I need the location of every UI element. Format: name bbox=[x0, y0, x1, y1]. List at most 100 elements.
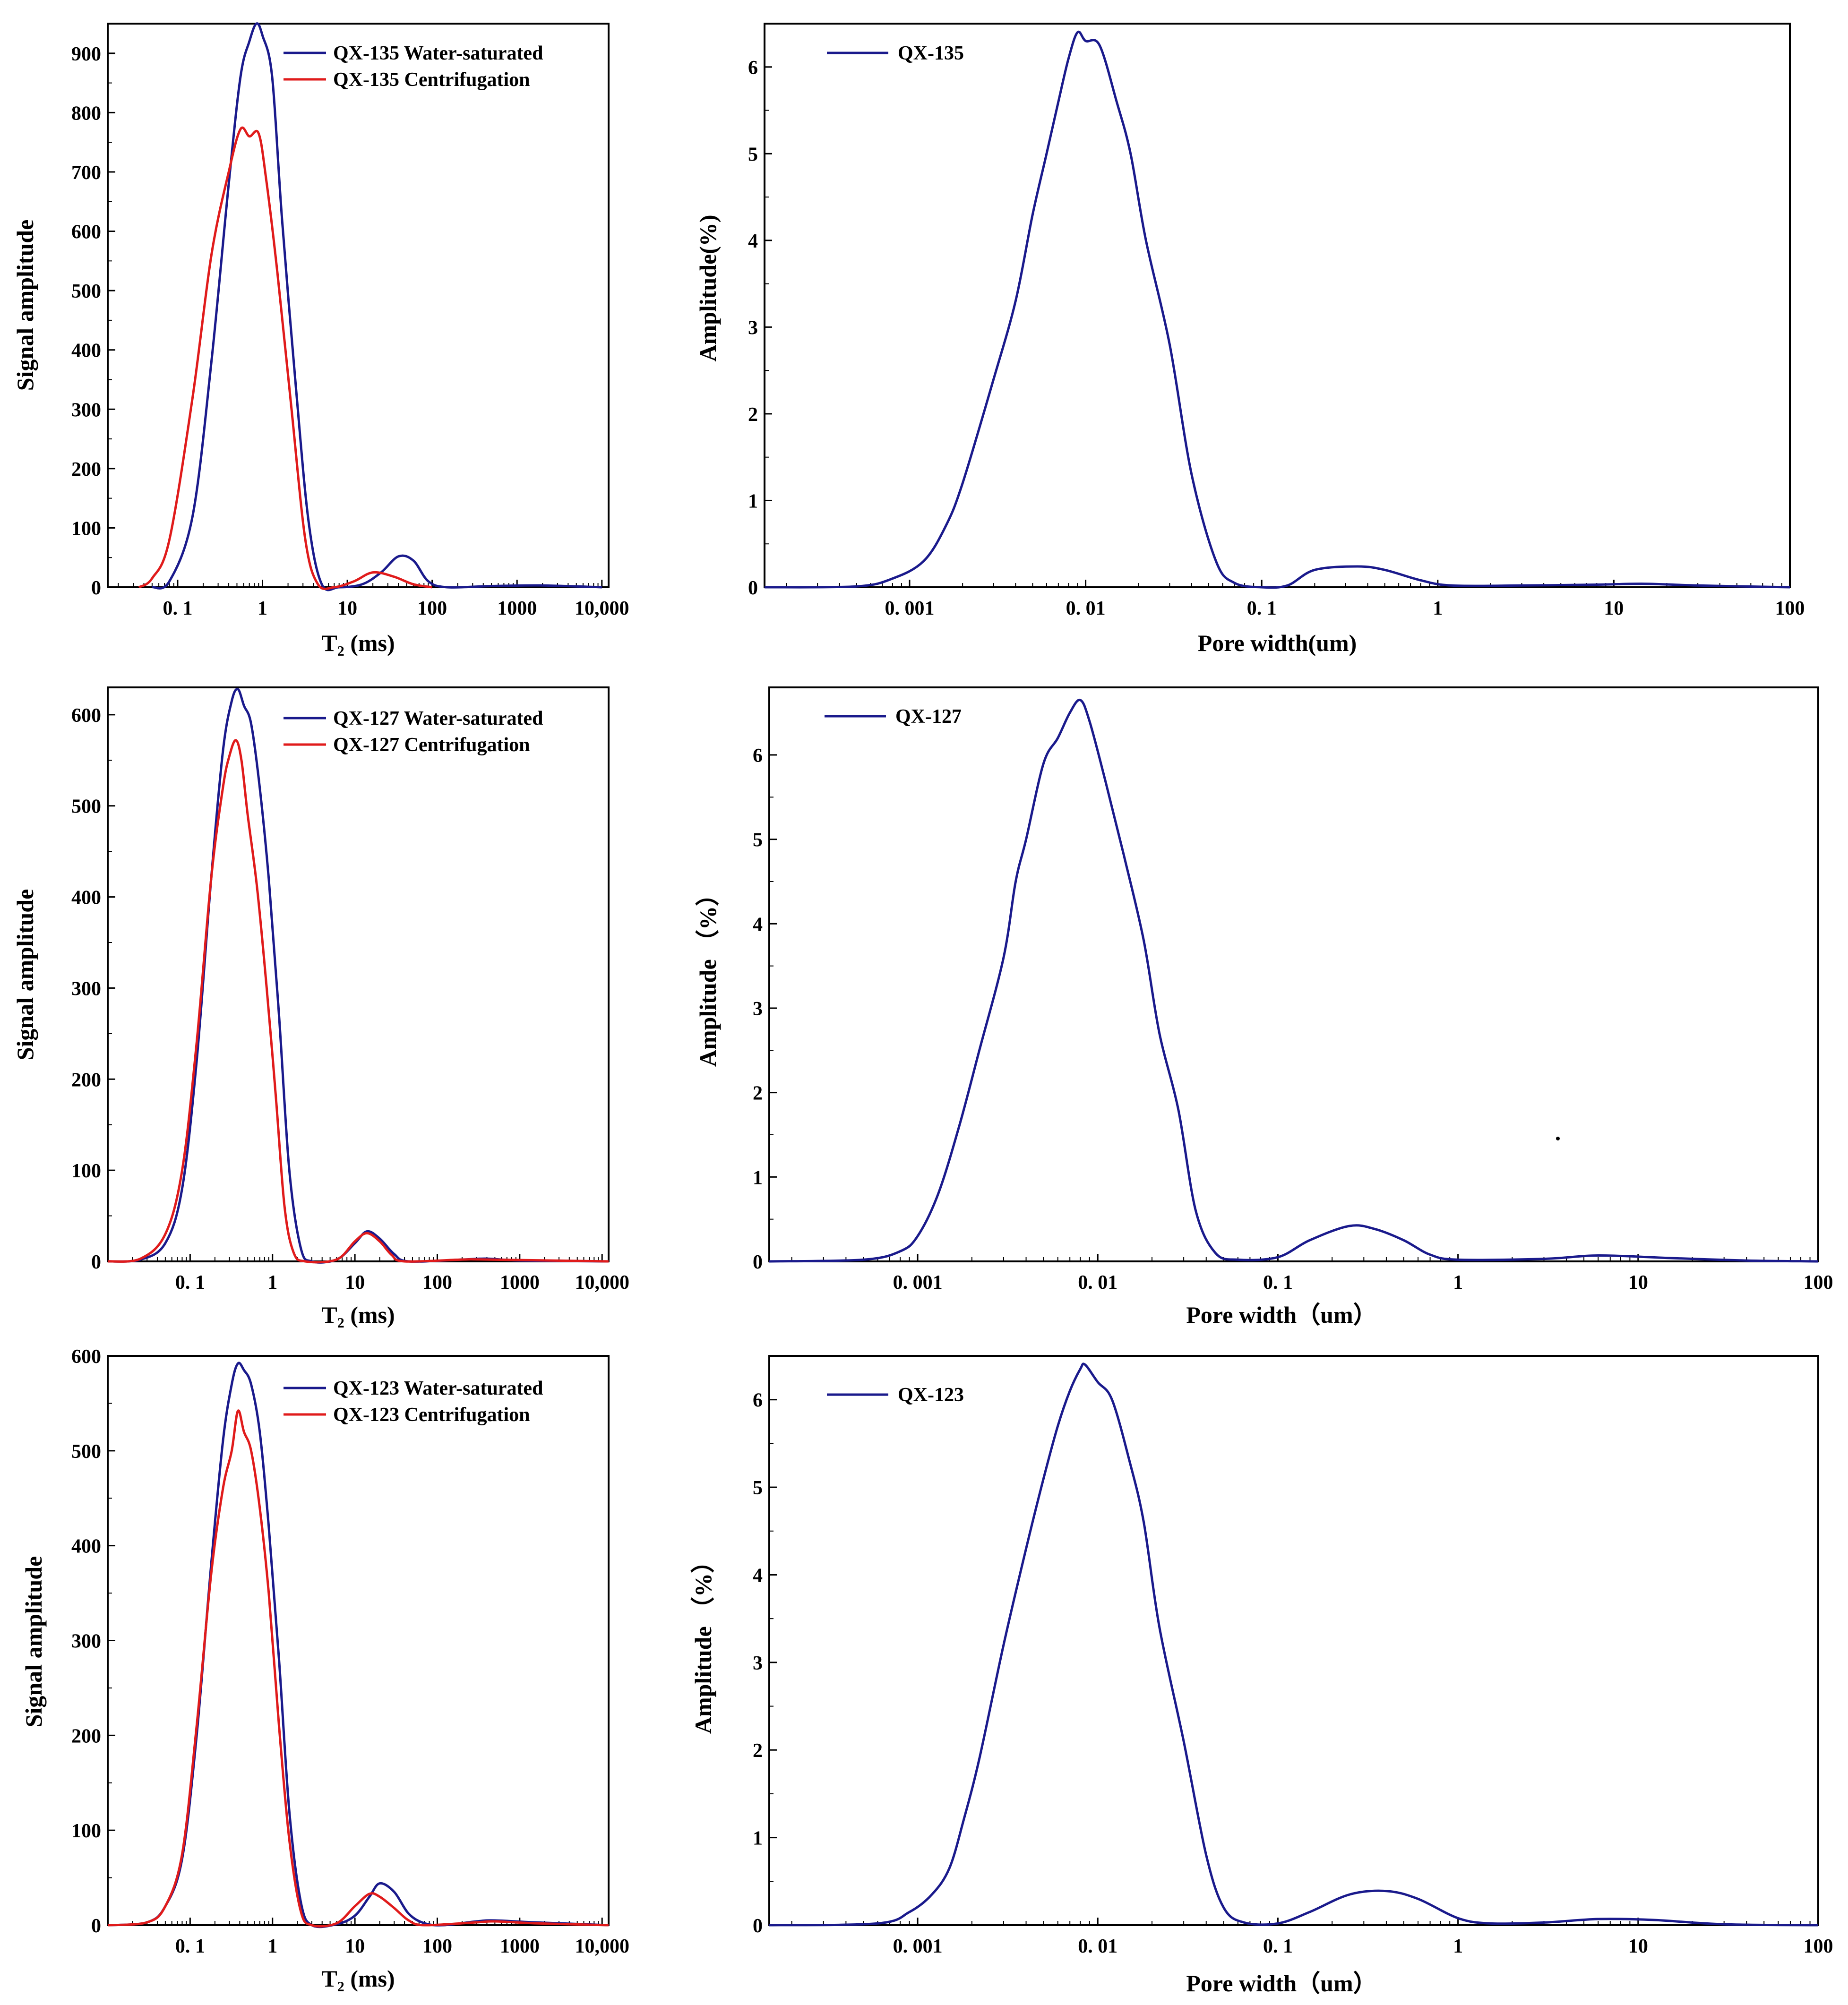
y-tick-label: 2 bbox=[748, 404, 758, 426]
y-tick-label: 200 bbox=[71, 459, 101, 480]
pore-qx135-xlabel: Pore width(um) bbox=[1198, 630, 1357, 656]
legend-label-centrifugation: QX-123 Centrifugation bbox=[333, 1404, 530, 1426]
x-tick-label: 0. 001 bbox=[893, 1272, 943, 1294]
y-tick-label: 1 bbox=[753, 1167, 763, 1189]
y-tick-label: 700 bbox=[71, 162, 101, 184]
t2-qx123-plot: 0 100 200 300 400 500 600 0. 1 1 10 100 1000 10,000 bbox=[71, 1346, 629, 1957]
x-tick-label: 1 bbox=[1453, 1936, 1463, 1957]
y-tick-label: 500 bbox=[71, 1441, 101, 1463]
legend-label-centrifugation: QX-127 Centrifugation bbox=[333, 734, 530, 756]
x-tick-label: 0. 01 bbox=[1078, 1272, 1117, 1294]
y-tick-label: 0 bbox=[748, 577, 758, 599]
x-tick-label: 10,000 bbox=[575, 598, 629, 619]
y-tick-label: 600 bbox=[71, 705, 101, 727]
stray-dot bbox=[1556, 1137, 1560, 1140]
y-tick-label: 400 bbox=[71, 887, 101, 909]
x-tick-label: 100 bbox=[422, 1272, 452, 1294]
legend-label-water: QX-127 Water-saturated bbox=[333, 708, 543, 729]
t2-qx135-xlabel: T₂ (ms) bbox=[321, 630, 395, 656]
y-tick-label: 300 bbox=[71, 1631, 101, 1653]
x-tick-label: 0. 001 bbox=[885, 598, 934, 619]
x-tick-label: 1 bbox=[267, 1272, 277, 1294]
y-tick-label: 4 bbox=[753, 1565, 763, 1586]
x-tick-label: 100 bbox=[1775, 598, 1805, 619]
y-tick-label: 100 bbox=[71, 1160, 101, 1182]
y-tick-label: 0 bbox=[91, 1251, 101, 1273]
x-tick-label: 0. 01 bbox=[1066, 598, 1106, 619]
x-tick-label: 1000 bbox=[497, 598, 537, 619]
y-tick-label: 6 bbox=[748, 57, 758, 79]
y-tick-label: 4 bbox=[753, 914, 763, 935]
y-tick-label: 0 bbox=[91, 1915, 101, 1937]
pore-qx127-xlabel: Pore width（um） bbox=[1186, 1302, 1376, 1328]
x-tick-label: 0. 1 bbox=[163, 598, 192, 619]
legend-label-centrifugation: QX-135 Centrifugation bbox=[333, 69, 530, 91]
series-line-0 bbox=[764, 30, 1790, 589]
y-tick-label: 600 bbox=[71, 1346, 101, 1368]
series-line-0 bbox=[769, 1362, 1819, 1927]
y-tick-label: 400 bbox=[71, 340, 101, 362]
t2-qx135-plot: 0 100 200 300 400 500 600 700 800 900 0. 1 1 10 100 10… bbox=[71, 22, 629, 619]
legend-label-qx127: QX-127 bbox=[895, 706, 962, 728]
pore-qx123-ylabel: Amplitude （%） bbox=[690, 1550, 716, 1734]
panel-pore-qx127: 0 1 2 3 4 5 6 0. 001 0. 01 0. 1 1 10 100 Pore width（… bbox=[695, 686, 1833, 1328]
x-tick-label: 100 bbox=[1804, 1272, 1833, 1294]
y-tick-label: 900 bbox=[71, 43, 101, 65]
series-line-1 bbox=[107, 739, 609, 1264]
legend-label-water: QX-135 Water-saturated bbox=[333, 43, 543, 64]
panel-t2-qx135: 0 100 200 300 400 500 600 700 800 900 0. 1 1 10 100 10… bbox=[12, 22, 629, 656]
y-tick-label: 0 bbox=[91, 577, 101, 599]
x-tick-label: 10 bbox=[1628, 1272, 1648, 1294]
y-tick-label: 2 bbox=[753, 1740, 763, 1762]
t2-qx123-xlabel: T₂ (ms) bbox=[321, 1965, 395, 1992]
legend-label-water: QX-123 Water-saturated bbox=[333, 1378, 543, 1399]
y-tick-label: 5 bbox=[753, 1477, 763, 1499]
y-tick-label: 6 bbox=[753, 1390, 763, 1412]
t2-qx127-xlabel: T₂ (ms) bbox=[321, 1302, 395, 1328]
x-tick-label: 0. 01 bbox=[1078, 1936, 1117, 1957]
x-tick-label: 10 bbox=[345, 1936, 365, 1957]
x-tick-label: 1000 bbox=[500, 1272, 540, 1294]
y-tick-label: 200 bbox=[71, 1725, 101, 1747]
y-tick-label: 100 bbox=[71, 1820, 101, 1842]
x-tick-label: 10 bbox=[1628, 1936, 1648, 1957]
y-tick-label: 300 bbox=[71, 978, 101, 1000]
x-tick-label: 0. 1 bbox=[1263, 1272, 1293, 1294]
x-tick-label: 100 bbox=[417, 598, 447, 619]
t2-qx127-ylabel: Signal amplitude bbox=[12, 889, 38, 1061]
y-tick-label: 200 bbox=[71, 1069, 101, 1091]
legend-label-qx123: QX-123 bbox=[898, 1384, 964, 1406]
panel-pore-qx135: 0 1 2 3 4 5 6 0. 001 0. 01 0. 1 1 10 100 Pore width(… bbox=[695, 23, 1805, 656]
t2-qx123-ylabel: Signal amplitude bbox=[20, 1556, 47, 1728]
x-tick-label: 0. 1 bbox=[175, 1272, 205, 1294]
y-tick-label: 0 bbox=[753, 1915, 763, 1937]
x-tick-label: 100 bbox=[422, 1936, 452, 1957]
y-tick-label: 2 bbox=[753, 1083, 763, 1105]
y-tick-label: 3 bbox=[753, 1653, 763, 1674]
series-line-1 bbox=[107, 1409, 609, 1928]
pore-qx123-xlabel: Pore width（um） bbox=[1186, 1970, 1376, 1996]
x-tick-label: 0. 1 bbox=[175, 1936, 205, 1957]
x-tick-label: 1 bbox=[1433, 598, 1443, 619]
y-tick-label: 4 bbox=[748, 231, 758, 252]
series-line-0 bbox=[152, 22, 602, 591]
y-tick-label: 100 bbox=[71, 518, 101, 540]
x-tick-label: 10,000 bbox=[575, 1936, 629, 1957]
pore-qx127-ylabel: Amplitude （%） bbox=[695, 883, 721, 1067]
y-tick-label: 0 bbox=[753, 1251, 763, 1273]
y-tick-label: 3 bbox=[753, 998, 763, 1020]
x-tick-label: 1 bbox=[1453, 1272, 1463, 1294]
x-tick-label: 1 bbox=[258, 598, 267, 619]
x-tick-label: 1 bbox=[267, 1936, 277, 1957]
y-tick-label: 5 bbox=[748, 144, 758, 165]
x-tick-label: 0. 1 bbox=[1247, 598, 1277, 619]
x-tick-label: 10 bbox=[1604, 598, 1624, 619]
y-tick-label: 3 bbox=[748, 317, 758, 339]
series-line-1 bbox=[138, 126, 432, 591]
panel-pore-qx123: 0 1 2 3 4 5 6 0. 001 0. 01 0. 1 1 10 100 Pore width（… bbox=[690, 1355, 1833, 1996]
t2-qx127-plot: 0 100 200 300 400 500 600 0. 1 1 10 100 1000 10,000 bbox=[71, 688, 629, 1294]
y-tick-label: 500 bbox=[71, 796, 101, 818]
y-tick-label: 300 bbox=[71, 399, 101, 421]
